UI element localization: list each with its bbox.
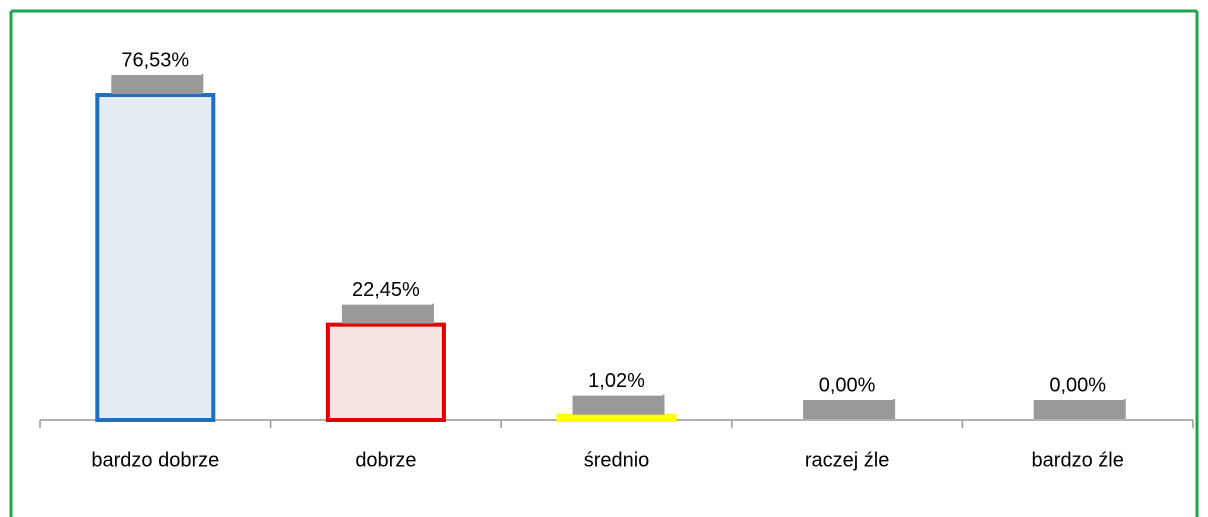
- value-label-shadow: [572, 394, 665, 415]
- value-label: 1,02%: [588, 370, 645, 392]
- value-label-shadow: [803, 399, 896, 419]
- value-label: 22,45%: [352, 279, 420, 301]
- value-label-shadow: [111, 74, 204, 94]
- value-label-box: [570, 365, 663, 396]
- value-label: 0,00%: [1049, 374, 1106, 396]
- value-label-box: [339, 274, 432, 305]
- value-label: 76,53%: [121, 49, 189, 71]
- bar: [95, 93, 216, 422]
- bar: [556, 413, 677, 422]
- value-label-shadow: [341, 303, 434, 324]
- value-label-shadow: [1033, 399, 1126, 419]
- x-tick-label: dobrze: [355, 449, 416, 471]
- x-tick-label: raczej źle: [805, 449, 889, 471]
- value-label-box: [801, 370, 894, 400]
- x-tick-label: bardzo źle: [1032, 449, 1124, 471]
- value-label-box: [109, 45, 202, 75]
- x-tick-label: średnio: [584, 449, 650, 471]
- value-label-box: [1031, 370, 1124, 400]
- value-label: 0,00%: [819, 374, 876, 396]
- bar: [325, 322, 446, 422]
- x-tick-label: bardzo dobrze: [91, 449, 219, 471]
